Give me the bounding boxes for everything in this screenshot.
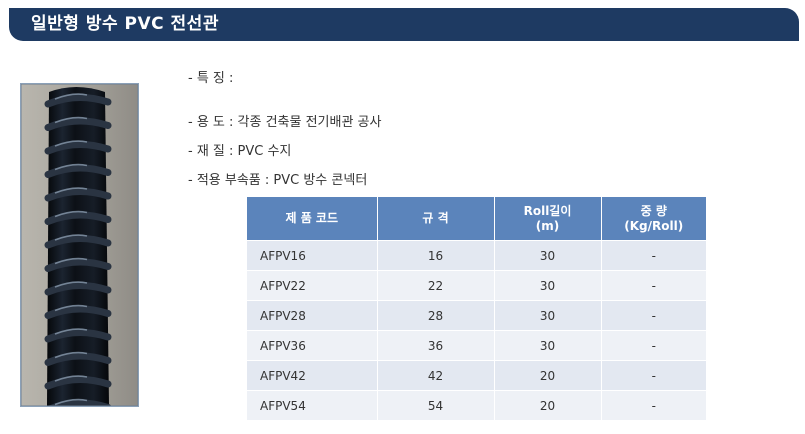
- cell-size: 22: [377, 270, 495, 301]
- table-header-row: 제 품 코드 규 격 Roll길이 (m) 중 량 (Kg/Roll): [247, 197, 706, 241]
- product-photo: [20, 83, 139, 407]
- cell-roll: 20: [494, 390, 602, 420]
- table-row: AFPV36 36 30 -: [247, 330, 706, 361]
- header-code: 제 품 코드: [247, 197, 378, 241]
- header-size: 규 격: [377, 197, 495, 241]
- cell-weight: -: [601, 300, 706, 331]
- cell-roll: 20: [494, 360, 602, 391]
- cell-code: AFPV54: [247, 390, 378, 420]
- cell-size: 54: [377, 390, 495, 420]
- cell-code: AFPV36: [247, 330, 378, 361]
- cell-weight: -: [601, 240, 706, 271]
- cell-size: 28: [377, 300, 495, 331]
- table-row: AFPV54 54 20 -: [247, 390, 706, 420]
- header-roll: Roll길이 (m): [494, 197, 602, 241]
- table-row: AFPV42 42 20 -: [247, 360, 706, 391]
- cell-size: 16: [377, 240, 495, 271]
- header-roll-label: Roll길이: [523, 203, 572, 218]
- spec-material: - 재 질 : PVC 수지: [188, 144, 292, 159]
- table-row: AFPV28 28 30 -: [247, 300, 706, 331]
- table-row: AFPV16 16 30 -: [247, 240, 706, 271]
- cell-weight: -: [601, 330, 706, 361]
- cell-roll: 30: [494, 330, 602, 361]
- page-title: 일반형 방수 PVC 전선관: [31, 14, 219, 34]
- header-weight-label: 중 량: [640, 203, 667, 218]
- cell-code: AFPV22: [247, 270, 378, 301]
- cell-code: AFPV42: [247, 360, 378, 391]
- header-weight: 중 량 (Kg/Roll): [601, 197, 706, 241]
- header-size-label: 규 격: [422, 211, 449, 225]
- spec-table: 제 품 코드 규 격 Roll길이 (m) 중 량 (Kg/Roll) AFPV…: [247, 197, 706, 420]
- header-roll-unit: (m): [535, 218, 560, 233]
- title-bar: 일반형 방수 PVC 전선관: [9, 8, 799, 41]
- spec-usage: - 용 도 : 각종 건축물 전기배관 공사: [188, 115, 382, 130]
- table-row: AFPV22 22 30 -: [247, 270, 706, 301]
- header-code-label: 제 품 코드: [285, 211, 339, 225]
- header-weight-unit: (Kg/Roll): [624, 218, 684, 233]
- spec-features: - 특 징 :: [188, 71, 234, 86]
- cell-weight: -: [601, 390, 706, 420]
- cell-roll: 30: [494, 270, 602, 301]
- spec-accessory: - 적용 부속품 : PVC 방수 콘넥터: [188, 173, 368, 188]
- cell-code: AFPV28: [247, 300, 378, 331]
- cell-roll: 30: [494, 240, 602, 271]
- cell-size: 42: [377, 360, 495, 391]
- corrugated-conduit-image: [21, 84, 138, 406]
- cell-size: 36: [377, 330, 495, 361]
- cell-weight: -: [601, 270, 706, 301]
- cell-roll: 30: [494, 300, 602, 331]
- cell-code: AFPV16: [247, 240, 378, 271]
- cell-weight: -: [601, 360, 706, 391]
